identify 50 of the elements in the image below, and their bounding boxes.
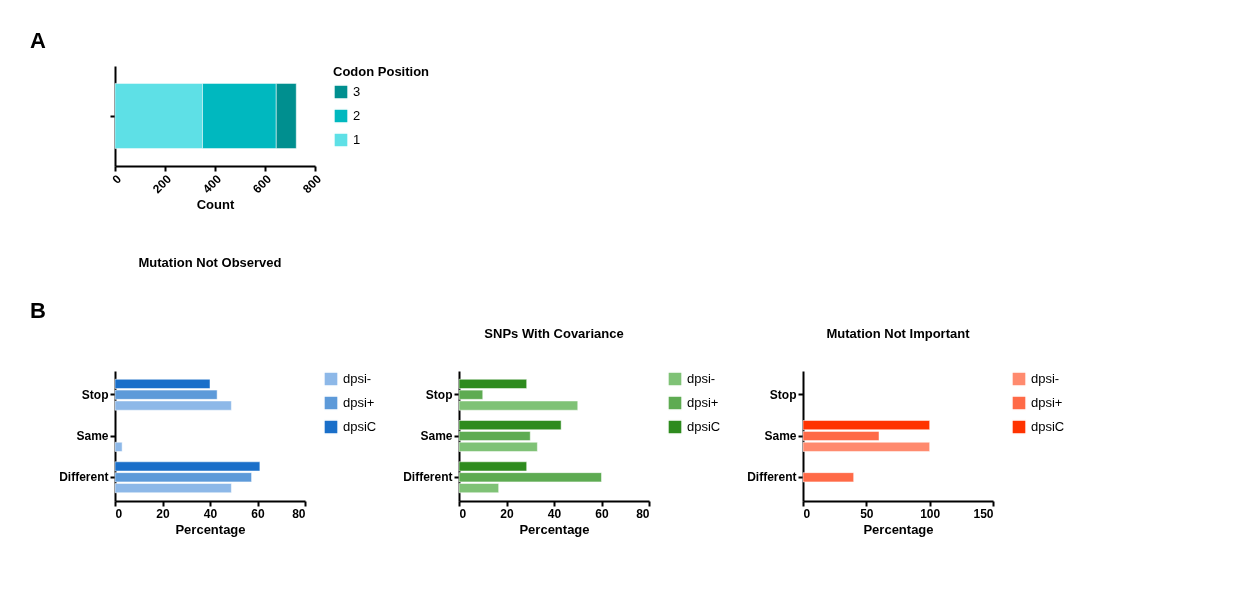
legend-label: dpsiC bbox=[343, 419, 377, 434]
chart-title: Mutation Not Observed bbox=[138, 255, 282, 270]
x-tick-label: 400 bbox=[199, 171, 225, 197]
text: A bbox=[30, 28, 46, 53]
y-tick-label: Same bbox=[76, 429, 109, 443]
x-axis-title: Count bbox=[196, 197, 235, 213]
y-tick-label: Different bbox=[747, 470, 797, 485]
chart-title: Mutation Not Important bbox=[826, 326, 971, 341]
y-tick-label: Same bbox=[764, 429, 797, 443]
legend-label: dpsiC bbox=[1031, 419, 1065, 434]
x-tick-label: 60 bbox=[595, 506, 609, 521]
legend-label: dpsi+ bbox=[343, 395, 375, 410]
legend-label: dpsi+ bbox=[687, 395, 719, 410]
text: B bbox=[30, 298, 46, 323]
legend-label: dpsi- bbox=[343, 371, 372, 386]
legend-title: Codon Position bbox=[333, 64, 430, 79]
legend-label: dpsiC bbox=[687, 419, 721, 434]
x-tick-label: 80 bbox=[292, 506, 306, 521]
legend-label: 1 bbox=[353, 132, 361, 147]
legend-label: dpsi- bbox=[1031, 371, 1060, 386]
x-tick-label: 60 bbox=[251, 506, 265, 521]
x-tick-label: 0 bbox=[109, 171, 125, 187]
x-tick-label: 50 bbox=[860, 506, 874, 521]
x-tick-label: 800 bbox=[299, 171, 325, 197]
x-tick-label: 20 bbox=[156, 506, 170, 521]
y-tick-label: Stop bbox=[425, 387, 453, 402]
y-tick-label: Different bbox=[59, 470, 109, 485]
legend-label: dpsi+ bbox=[1031, 395, 1063, 410]
x-tick-label: 150 bbox=[973, 506, 994, 521]
y-tick-label: Stop bbox=[769, 387, 797, 402]
x-tick-label: 40 bbox=[547, 506, 562, 521]
x-axis-title: Percentage bbox=[519, 521, 590, 537]
x-tick-label: 20 bbox=[500, 506, 514, 521]
x-tick-label: 600 bbox=[249, 171, 275, 197]
legend-label: 2 bbox=[353, 108, 361, 123]
x-tick-label: 100 bbox=[920, 506, 941, 521]
legend-label: 3 bbox=[353, 84, 361, 99]
y-tick-label: Stop bbox=[81, 387, 109, 402]
x-tick-label: 200 bbox=[149, 171, 175, 197]
x-tick-label: 0 bbox=[803, 506, 811, 521]
y-tick-label: Different bbox=[403, 470, 453, 485]
x-tick-label: 0 bbox=[459, 506, 467, 521]
x-tick-label: 0 bbox=[115, 506, 123, 521]
x-axis-title: Percentage bbox=[863, 521, 934, 537]
chart-title: SNPs With Covariance bbox=[484, 326, 624, 341]
x-axis-title: Percentage bbox=[175, 521, 246, 537]
legend-label: dpsi- bbox=[687, 371, 716, 386]
x-tick-label: 40 bbox=[203, 506, 218, 521]
x-tick-label: 80 bbox=[636, 506, 650, 521]
y-tick-label: Same bbox=[420, 429, 453, 443]
